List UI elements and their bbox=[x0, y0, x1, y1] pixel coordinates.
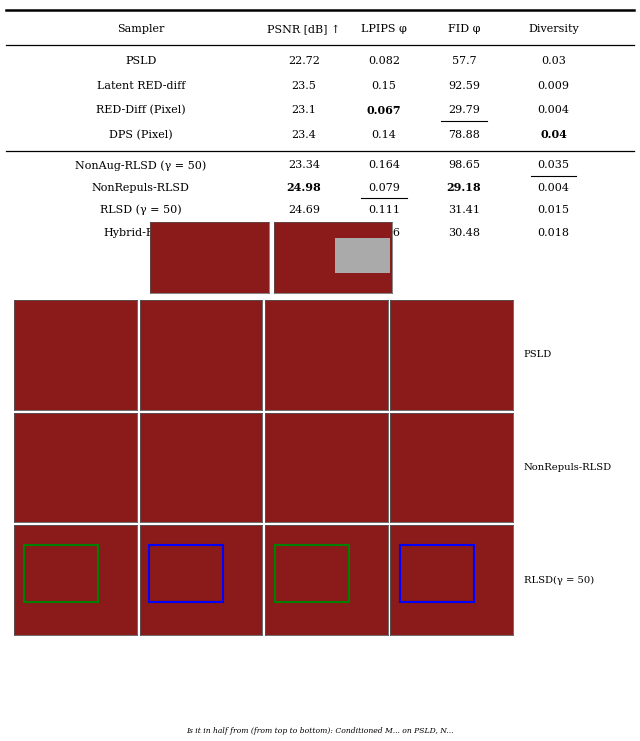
Text: 0.004: 0.004 bbox=[538, 105, 570, 116]
Text: 98.65: 98.65 bbox=[448, 160, 480, 170]
Text: Is it in half from (from top to bottom): Conditioned M... on PSLD, N...: Is it in half from (from top to bottom):… bbox=[186, 727, 454, 735]
Text: 24.98: 24.98 bbox=[287, 182, 321, 193]
Text: 31.41: 31.41 bbox=[448, 205, 480, 215]
Text: 0.15: 0.15 bbox=[372, 81, 396, 91]
Text: 0.14: 0.14 bbox=[372, 130, 396, 140]
Text: 24.69: 24.69 bbox=[288, 205, 320, 215]
Text: 24.72: 24.72 bbox=[288, 227, 320, 238]
Bar bbox=[275, 545, 349, 602]
Text: 0.067: 0.067 bbox=[367, 104, 401, 116]
Text: 0.009: 0.009 bbox=[538, 81, 570, 91]
Bar bbox=[400, 545, 474, 602]
Text: PSNR [dB] ↑: PSNR [dB] ↑ bbox=[268, 24, 340, 34]
Text: Sampler: Sampler bbox=[117, 24, 164, 34]
Text: NonRepuls-RLSD: NonRepuls-RLSD bbox=[524, 463, 612, 472]
Text: NonAug-RLSD (γ = 50): NonAug-RLSD (γ = 50) bbox=[75, 160, 207, 170]
Text: 23.4: 23.4 bbox=[292, 130, 316, 140]
Text: 0.164: 0.164 bbox=[368, 160, 400, 170]
Text: 23.5: 23.5 bbox=[292, 81, 316, 91]
Text: 0.082: 0.082 bbox=[368, 56, 400, 67]
Text: Latent RED-diff: Latent RED-diff bbox=[97, 81, 185, 91]
Text: PSLD: PSLD bbox=[524, 350, 552, 359]
Text: 0.035: 0.035 bbox=[538, 160, 570, 170]
Text: PSLD: PSLD bbox=[125, 56, 157, 67]
Text: 22.72: 22.72 bbox=[288, 56, 320, 67]
Text: 23.1: 23.1 bbox=[292, 105, 316, 116]
Text: FID φ: FID φ bbox=[448, 24, 480, 34]
Text: 23.34: 23.34 bbox=[288, 160, 320, 170]
Text: 29.18: 29.18 bbox=[447, 182, 481, 193]
Text: 29.79: 29.79 bbox=[448, 105, 480, 116]
Text: 78.88: 78.88 bbox=[448, 130, 480, 140]
Text: 0.004: 0.004 bbox=[538, 183, 570, 193]
Text: 0.096: 0.096 bbox=[368, 227, 400, 238]
Text: 0.111: 0.111 bbox=[368, 205, 400, 215]
Text: 57.7: 57.7 bbox=[452, 56, 476, 67]
Bar bbox=[24, 545, 98, 602]
Bar bbox=[149, 545, 223, 602]
Text: 0.079: 0.079 bbox=[368, 183, 400, 193]
Text: RED-Diff (Pixel): RED-Diff (Pixel) bbox=[96, 105, 186, 116]
Text: NonRepuls-RLSD: NonRepuls-RLSD bbox=[92, 183, 189, 193]
Text: Diversity: Diversity bbox=[528, 24, 579, 34]
Text: 0.03: 0.03 bbox=[541, 56, 566, 67]
Text: DPS (Pixel): DPS (Pixel) bbox=[109, 130, 173, 140]
Text: LPIPS φ: LPIPS φ bbox=[361, 24, 407, 34]
Text: 0.018: 0.018 bbox=[538, 227, 570, 238]
Text: 0.04: 0.04 bbox=[540, 129, 567, 140]
Text: Hybrid-RLSD: Hybrid-RLSD bbox=[103, 227, 179, 238]
Text: 30.48: 30.48 bbox=[448, 227, 480, 238]
Text: 0.015: 0.015 bbox=[538, 205, 570, 215]
Text: RLSD(γ = 50): RLSD(γ = 50) bbox=[524, 576, 594, 585]
Text: RLSD (γ = 50): RLSD (γ = 50) bbox=[100, 205, 182, 216]
Text: 92.59: 92.59 bbox=[448, 81, 480, 91]
